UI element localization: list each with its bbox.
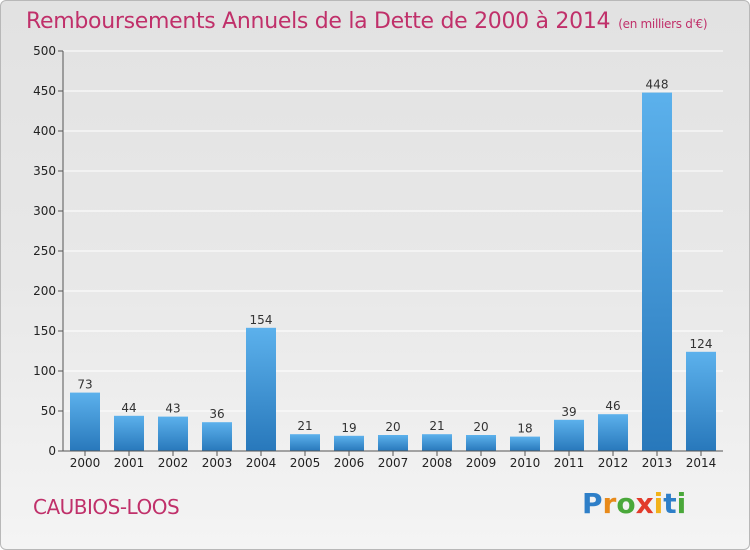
bar [642,92,672,451]
logo-letter: o [616,487,636,520]
x-tick-label: 2000 [70,456,101,470]
data-label: 73 [77,378,92,392]
x-tick-label: 2010 [510,456,541,470]
bar [202,422,232,451]
y-tick-label: 0 [48,444,56,458]
data-label: 448 [646,78,669,92]
x-tick-label: 2009 [466,456,497,470]
data-label: 46 [605,399,620,413]
data-label: 21 [297,419,312,433]
bar [598,414,628,451]
x-tick-label: 2011 [554,456,585,470]
y-tick-label: 100 [33,364,56,378]
bar [510,436,540,451]
y-tick-label: 500 [33,44,56,58]
x-tick-label: 2001 [114,456,145,470]
bar [334,435,364,451]
x-tick-label: 2002 [158,456,189,470]
data-label: 19 [341,421,356,435]
data-label: 20 [473,420,488,434]
bars: 73 44 43 36 154 21 19 20 21 20 18 39 46 448 124 [70,78,716,451]
bar [554,419,584,451]
proxiti-logo: Proxiti [582,487,686,520]
data-label: 39 [561,405,576,419]
y-tick-label: 250 [33,244,56,258]
bar [114,415,144,451]
y-axis: 0 50 100 150 200 250 300 350 400 450 500 [33,44,64,458]
commune-name: CAUBIOS-LOOS [33,495,180,519]
y-tick-label: 50 [41,404,56,418]
x-tick-label: 2004 [246,456,277,470]
x-tick-label: 2003 [202,456,233,470]
logo-letter: t [663,487,677,520]
x-tick-label: 2013 [642,456,673,470]
x-tick-label: 2008 [422,456,453,470]
y-tick-label: 150 [33,324,56,338]
y-tick-label: 350 [33,164,56,178]
chart-subtitle: (en milliers d'€) [618,17,708,31]
data-label: 124 [690,337,713,351]
bar [686,351,716,451]
data-label: 154 [250,313,273,327]
x-tick-label: 2005 [290,456,321,470]
x-tick-label: 2012 [598,456,629,470]
gridlines [63,50,723,412]
logo-letter: P [582,487,603,520]
bar [422,434,452,451]
y-tick-label: 300 [33,204,56,218]
y-tick-label: 450 [33,84,56,98]
bar [290,434,320,451]
data-label: 44 [121,401,136,415]
x-tick-label: 2007 [378,456,409,470]
chart-title: Remboursements Annuels de la Dette de 20… [26,9,708,34]
data-label: 43 [165,402,180,416]
x-axis: 2000 2001 2002 2003 2004 2005 2006 2007 2008 2009… [63,450,723,470]
logo-letter: r [602,487,617,520]
bar [158,416,188,451]
bar [246,327,276,451]
chart-title-text: Remboursements Annuels de la Dette de 20… [26,9,611,34]
data-label: 18 [517,422,532,436]
x-tick-label: 2014 [686,456,717,470]
data-label: 20 [385,420,400,434]
bar [378,435,408,451]
x-tick-label: 2006 [334,456,365,470]
bar [466,435,496,451]
bar [70,392,100,451]
y-tick-label: 200 [33,284,56,298]
data-label: 21 [429,419,444,433]
logo-letter: x [635,487,654,520]
data-label: 36 [209,407,224,421]
logo-letter: i [676,487,687,520]
y-tick-label: 400 [33,124,56,138]
logo-letter: i [653,487,664,520]
